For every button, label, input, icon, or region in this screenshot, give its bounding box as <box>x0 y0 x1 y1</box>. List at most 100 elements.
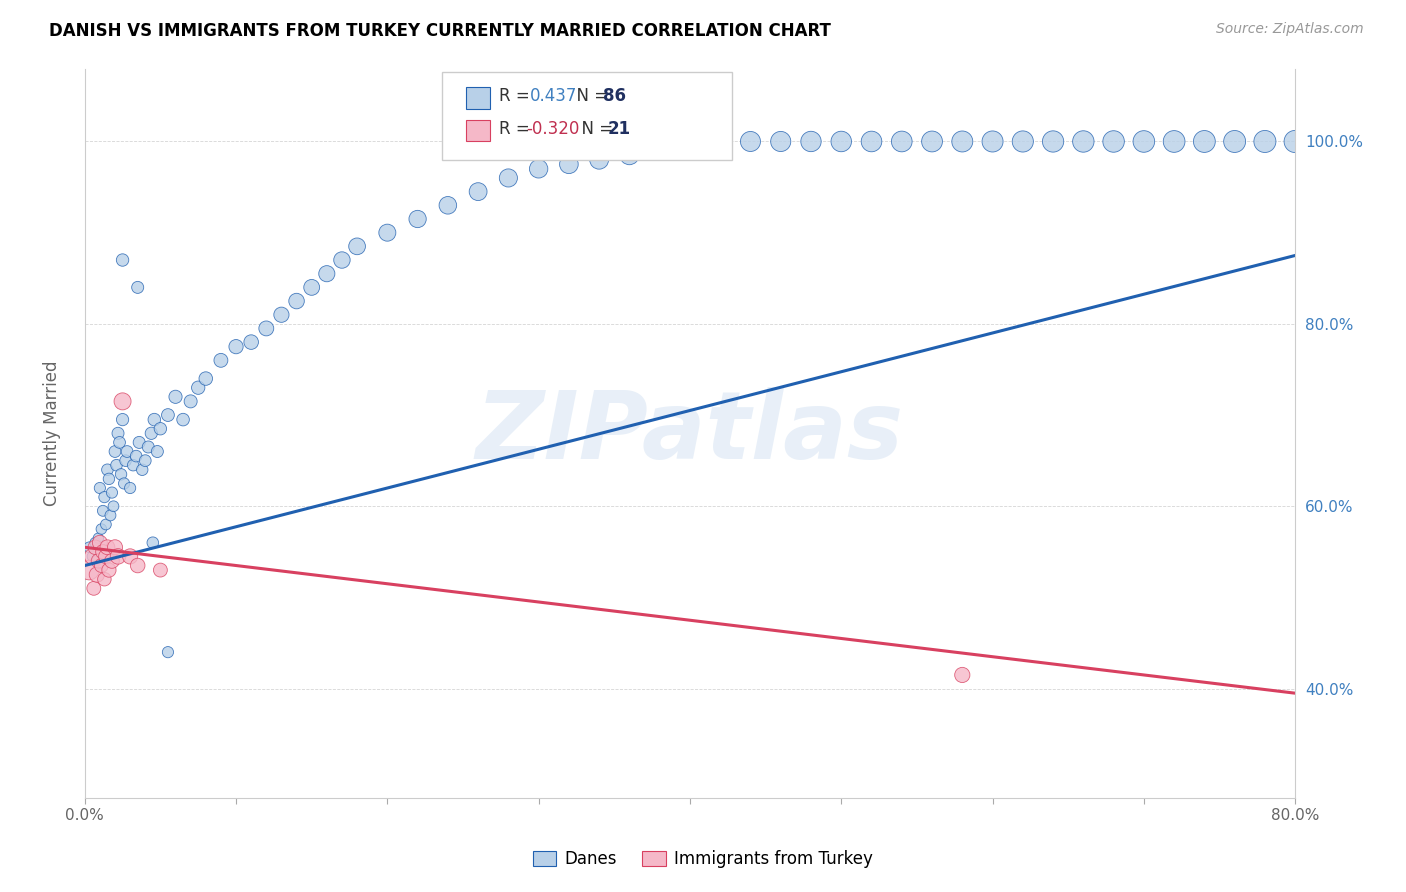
Point <box>111 394 134 409</box>
Point <box>527 161 550 176</box>
Point <box>127 558 149 573</box>
Point <box>146 444 169 458</box>
Point <box>84 541 107 555</box>
Point <box>125 449 148 463</box>
Point <box>187 381 209 395</box>
Point <box>301 280 323 294</box>
Point <box>82 549 104 564</box>
Text: 0.437: 0.437 <box>530 87 578 105</box>
Legend: Danes, Immigrants from Turkey: Danes, Immigrants from Turkey <box>526 844 880 875</box>
Text: N =: N = <box>571 120 624 138</box>
Point <box>1042 135 1064 149</box>
Point <box>97 472 120 486</box>
Point <box>467 185 489 199</box>
Point <box>165 390 187 404</box>
Point <box>194 371 217 385</box>
Point <box>156 645 179 659</box>
Y-axis label: Currently Married: Currently Married <box>44 360 60 506</box>
Point <box>270 308 292 322</box>
Point <box>769 135 792 149</box>
Point <box>1011 135 1033 149</box>
Point <box>100 508 122 523</box>
Point <box>87 554 110 568</box>
Point <box>149 563 172 577</box>
Point <box>142 535 165 549</box>
Point <box>103 500 125 514</box>
Point <box>90 558 112 573</box>
Point <box>860 135 883 149</box>
Point <box>619 148 641 162</box>
FancyBboxPatch shape <box>465 87 491 109</box>
Text: R =: R = <box>499 87 540 105</box>
Point <box>172 412 194 426</box>
Point <box>111 412 134 426</box>
Point <box>648 144 671 158</box>
Point <box>89 481 111 495</box>
Text: 86: 86 <box>603 87 626 105</box>
Point <box>83 582 105 596</box>
Point <box>96 463 118 477</box>
Point <box>981 135 1004 149</box>
Point <box>122 458 145 473</box>
Point <box>97 563 120 577</box>
Point <box>114 453 136 467</box>
Point <box>1223 135 1246 149</box>
FancyBboxPatch shape <box>441 72 733 160</box>
Point <box>315 267 337 281</box>
Point <box>921 135 943 149</box>
Point <box>77 563 100 577</box>
Point <box>108 435 131 450</box>
Point <box>93 572 115 586</box>
Point <box>89 535 111 549</box>
Text: 21: 21 <box>607 120 631 138</box>
Text: ZIPatlas: ZIPatlas <box>475 387 904 479</box>
Point <box>94 549 117 564</box>
Text: -0.320: -0.320 <box>526 120 579 138</box>
Point <box>830 135 852 149</box>
Point <box>406 212 429 227</box>
Point <box>127 280 149 294</box>
Point <box>209 353 232 368</box>
Point <box>558 157 581 171</box>
Point <box>104 541 127 555</box>
Point <box>346 239 368 253</box>
Point <box>225 340 247 354</box>
Text: Source: ZipAtlas.com: Source: ZipAtlas.com <box>1216 22 1364 37</box>
Point <box>77 541 100 555</box>
Point <box>588 153 610 167</box>
Point <box>107 549 129 564</box>
Point <box>111 253 134 268</box>
Point <box>156 408 179 422</box>
Point <box>740 135 762 149</box>
Point <box>120 481 142 495</box>
Point <box>437 198 460 212</box>
Point <box>87 531 110 545</box>
Point <box>110 467 132 482</box>
Point <box>131 463 153 477</box>
Point <box>1073 135 1095 149</box>
FancyBboxPatch shape <box>465 120 491 142</box>
Point <box>890 135 912 149</box>
Point <box>96 541 118 555</box>
Point <box>254 321 277 335</box>
Point <box>82 549 104 564</box>
Text: N =: N = <box>567 87 614 105</box>
Point <box>1194 135 1216 149</box>
Point <box>950 135 973 149</box>
Point <box>498 170 520 185</box>
Point <box>91 504 114 518</box>
Point <box>86 554 108 568</box>
Point <box>91 545 114 559</box>
Point <box>149 422 172 436</box>
Point <box>1102 135 1125 149</box>
Point <box>330 253 353 268</box>
Point <box>1133 135 1156 149</box>
Point <box>136 440 159 454</box>
Point <box>84 535 107 549</box>
Point <box>800 135 823 149</box>
Point <box>112 476 135 491</box>
Point <box>101 485 124 500</box>
Point <box>1254 135 1277 149</box>
Point <box>1284 135 1306 149</box>
Point <box>950 668 973 682</box>
